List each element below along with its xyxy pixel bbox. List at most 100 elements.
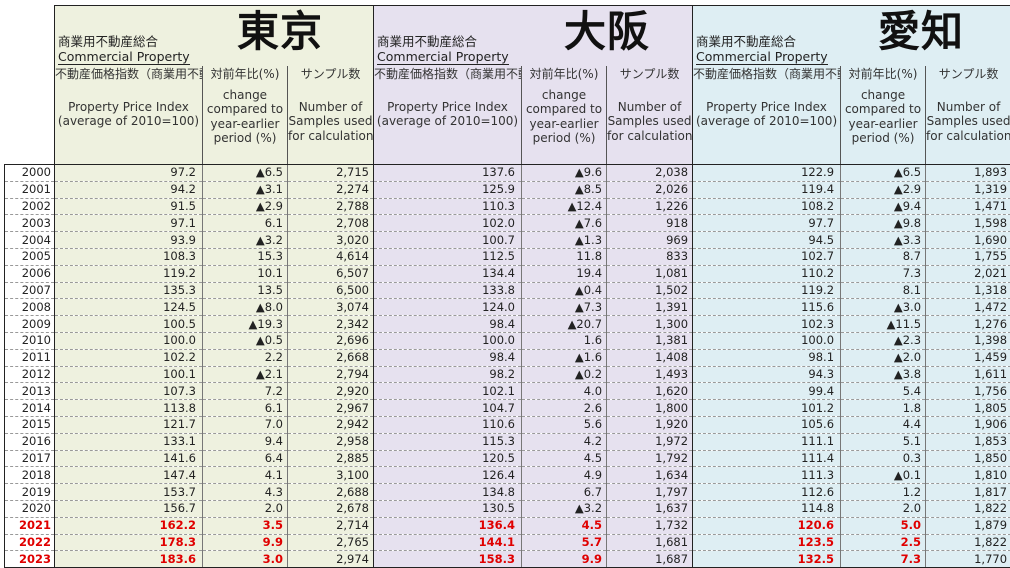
samples-value: 1,472 bbox=[926, 299, 1010, 316]
samples-value: 2,715 bbox=[288, 165, 374, 182]
samples-value: 1,756 bbox=[926, 383, 1010, 400]
change-value: ▲2.0 bbox=[841, 349, 926, 366]
index-value: 130.5 bbox=[374, 500, 522, 517]
index-value: 110.6 bbox=[374, 416, 522, 433]
header-index-jp: 不動産価格指数（商業用不動産） bbox=[693, 66, 840, 82]
change-value: ▲9.8 bbox=[841, 215, 926, 232]
region-subtitle-jp: 商業用不動産総合 bbox=[58, 35, 158, 49]
year-cell: 2015 bbox=[5, 416, 55, 433]
change-value: ▲7.3 bbox=[522, 299, 607, 316]
index-value: 158.3 bbox=[374, 551, 522, 568]
year-cell: 2002 bbox=[5, 198, 55, 215]
year-cell: 2018 bbox=[5, 467, 55, 484]
year-cell: 2020 bbox=[5, 500, 55, 517]
samples-value: 2,714 bbox=[288, 517, 374, 534]
header-index-en: Property Price Index(average of 2010=100… bbox=[55, 100, 202, 129]
change-value: ▲3.2 bbox=[203, 232, 288, 249]
samples-value: 1,276 bbox=[926, 316, 1010, 333]
change-value: ▲1.6 bbox=[522, 349, 607, 366]
change-value: 4.3 bbox=[203, 484, 288, 501]
change-value: ▲2.3 bbox=[841, 332, 926, 349]
samples-value: 1,502 bbox=[607, 282, 693, 299]
samples-value: 1,879 bbox=[926, 517, 1010, 534]
header-index-en: Property Price Index(average of 2010=100… bbox=[374, 100, 521, 129]
samples-value: 2,885 bbox=[288, 450, 374, 467]
samples-value: 2,708 bbox=[288, 215, 374, 232]
change-value: ▲7.6 bbox=[522, 215, 607, 232]
index-value: 102.0 bbox=[374, 215, 522, 232]
index-value: 119.4 bbox=[693, 181, 841, 198]
index-value: 94.5 bbox=[693, 232, 841, 249]
samples-value: 1,906 bbox=[926, 416, 1010, 433]
change-value: ▲3.3 bbox=[841, 232, 926, 249]
header-samples-jp: サンプル数 bbox=[607, 66, 692, 82]
region-header-osaka: 商業用不動産総合 Commercial Property 大阪 bbox=[374, 6, 693, 67]
change-value: 13.5 bbox=[203, 282, 288, 299]
samples-value: 1,893 bbox=[926, 165, 1010, 182]
index-value: 110.2 bbox=[693, 265, 841, 282]
samples-value: 1,732 bbox=[607, 517, 693, 534]
samples-value: 1,690 bbox=[926, 232, 1010, 249]
change-value: 4.2 bbox=[522, 433, 607, 450]
samples-value: 4,614 bbox=[288, 248, 374, 265]
index-value: 100.0 bbox=[693, 332, 841, 349]
change-value: 3.5 bbox=[203, 517, 288, 534]
col-header-index: 不動産価格指数（商業用不動産） Property Price Index(ave… bbox=[693, 66, 841, 165]
region-header-tokyo: 商業用不動産総合 Commercial Property 東京 bbox=[55, 6, 374, 67]
samples-value: 2,788 bbox=[288, 198, 374, 215]
change-value: 9.9 bbox=[522, 551, 607, 568]
change-value: ▲0.1 bbox=[841, 467, 926, 484]
index-value: 147.4 bbox=[55, 467, 203, 484]
samples-value: 2,958 bbox=[288, 433, 374, 450]
index-value: 91.5 bbox=[55, 198, 203, 215]
samples-value: 1,810 bbox=[926, 467, 1010, 484]
index-value: 99.4 bbox=[693, 383, 841, 400]
change-value: 4.5 bbox=[522, 450, 607, 467]
samples-value: 1,972 bbox=[607, 433, 693, 450]
change-value: 7.3 bbox=[841, 265, 926, 282]
change-value: ▲0.5 bbox=[203, 332, 288, 349]
change-value: 2.2 bbox=[203, 349, 288, 366]
samples-value: 1,792 bbox=[607, 450, 693, 467]
change-value: 7.3 bbox=[841, 551, 926, 568]
samples-value: 1,318 bbox=[926, 282, 1010, 299]
samples-value: 1,755 bbox=[926, 248, 1010, 265]
samples-value: 1,493 bbox=[607, 366, 693, 383]
change-value: 1.2 bbox=[841, 484, 926, 501]
samples-value: 2,668 bbox=[288, 349, 374, 366]
year-cell: 2014 bbox=[5, 400, 55, 417]
index-value: 108.3 bbox=[55, 248, 203, 265]
samples-value: 1,850 bbox=[926, 450, 1010, 467]
index-value: 100.7 bbox=[374, 232, 522, 249]
change-value: 7.2 bbox=[203, 383, 288, 400]
column-header-row: 不動産価格指数（商業用不動産） Property Price Index(ave… bbox=[5, 66, 1010, 165]
samples-value: 2,696 bbox=[288, 332, 374, 349]
samples-value: 1,920 bbox=[607, 416, 693, 433]
index-value: 94.3 bbox=[693, 366, 841, 383]
change-value: ▲3.8 bbox=[841, 366, 926, 383]
col-header-index: 不動産価格指数（商業用不動産） Property Price Index(ave… bbox=[374, 66, 522, 165]
index-value: 110.3 bbox=[374, 198, 522, 215]
change-value: 7.0 bbox=[203, 416, 288, 433]
change-value: ▲2.1 bbox=[203, 366, 288, 383]
index-value: 132.5 bbox=[693, 551, 841, 568]
year-cell: 2003 bbox=[5, 215, 55, 232]
index-value: 104.7 bbox=[374, 400, 522, 417]
change-value: 8.1 bbox=[841, 282, 926, 299]
change-value: ▲3.0 bbox=[841, 299, 926, 316]
change-value: ▲11.5 bbox=[841, 316, 926, 333]
change-value: 9.4 bbox=[203, 433, 288, 450]
change-value: ▲3.1 bbox=[203, 181, 288, 198]
index-value: 126.4 bbox=[374, 467, 522, 484]
header-change-jp: 対前年比(%) bbox=[841, 66, 925, 82]
change-value: ▲19.3 bbox=[203, 316, 288, 333]
